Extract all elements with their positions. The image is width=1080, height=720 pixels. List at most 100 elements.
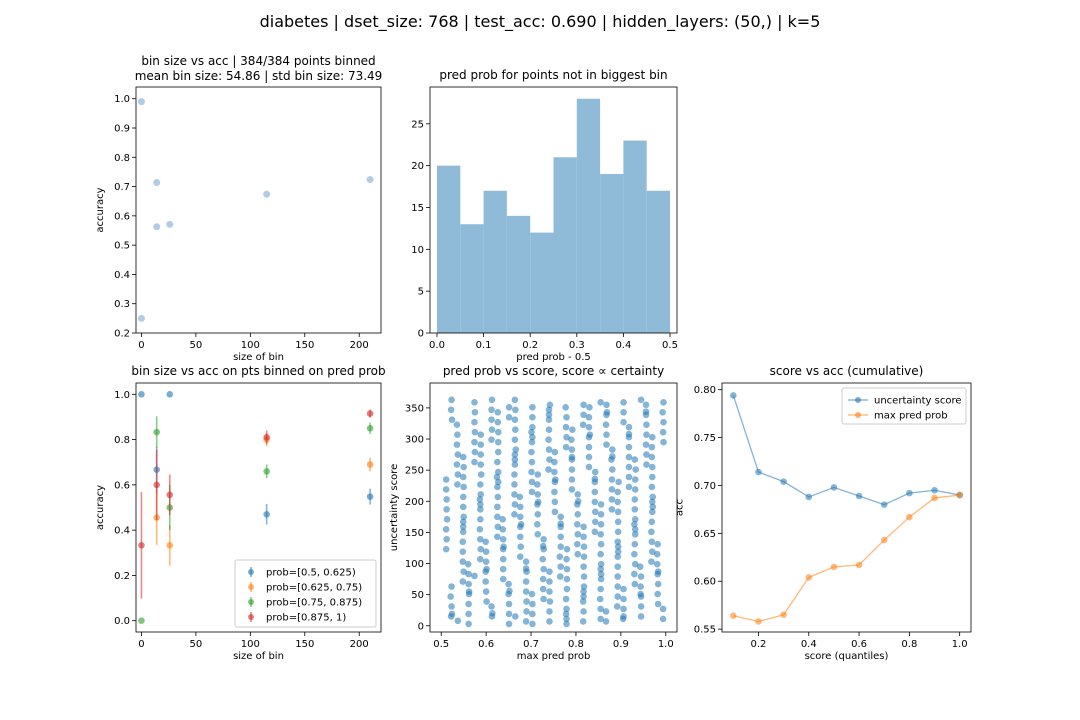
data-point xyxy=(585,463,593,471)
data-point xyxy=(574,540,581,548)
data-point xyxy=(464,560,472,568)
data-point xyxy=(637,603,645,610)
data-point xyxy=(562,610,570,618)
data-point xyxy=(447,406,455,414)
y-tick-label: 25 xyxy=(411,119,424,130)
data-point xyxy=(609,466,616,473)
data-point xyxy=(642,411,650,419)
data-point xyxy=(476,516,484,523)
y-tick-label: 0.5 xyxy=(114,241,130,252)
data-point xyxy=(649,473,656,481)
legend-marker xyxy=(855,397,861,403)
data-point xyxy=(557,533,564,541)
data-point xyxy=(597,550,604,558)
data-point xyxy=(659,605,667,613)
data-point xyxy=(522,618,530,625)
data-point xyxy=(625,473,633,481)
data-point xyxy=(523,598,530,605)
data-point xyxy=(597,585,604,593)
data-point xyxy=(511,456,519,463)
legend-label: prob=[0.5, 0.625) xyxy=(266,568,356,579)
data-point xyxy=(730,392,737,399)
data-point xyxy=(166,391,174,398)
y-tick-label: 0.65 xyxy=(694,529,716,540)
data-point xyxy=(653,550,661,558)
x-tick-label: 1.0 xyxy=(658,639,674,650)
data-point xyxy=(649,503,657,511)
data-point xyxy=(580,573,588,580)
data-point xyxy=(619,615,627,623)
data-point xyxy=(540,545,547,553)
data-point xyxy=(654,600,662,608)
data-point xyxy=(906,513,913,521)
data-point xyxy=(653,560,661,568)
data-point xyxy=(648,518,656,526)
data-point xyxy=(459,578,467,585)
data-point xyxy=(631,540,639,548)
x-tick-label: 200 xyxy=(350,340,369,351)
data-point xyxy=(579,421,587,429)
data-point xyxy=(648,443,656,451)
axes-frame xyxy=(429,86,678,334)
data-point xyxy=(637,593,645,600)
histogram-bar xyxy=(483,190,507,333)
data-point xyxy=(625,463,633,471)
data-point xyxy=(855,561,863,569)
data-point xyxy=(511,511,518,518)
x-tick-label: 0.6 xyxy=(851,639,867,650)
data-point xyxy=(602,421,610,429)
y-tick-label: 0.55 xyxy=(694,625,716,636)
data-point xyxy=(931,494,938,502)
data-point xyxy=(597,615,604,623)
y-tick-label: 10 xyxy=(411,245,424,256)
data-point xyxy=(648,483,656,491)
data-point xyxy=(591,468,599,476)
data-point xyxy=(880,501,888,508)
data-point xyxy=(522,578,530,585)
x-tick-label: 0.8 xyxy=(901,639,917,650)
data-point xyxy=(648,528,655,536)
axes-frame xyxy=(135,382,382,633)
data-point xyxy=(614,498,622,506)
data-point xyxy=(608,506,616,513)
data-point xyxy=(529,433,536,441)
data-point xyxy=(443,535,450,543)
data-point xyxy=(603,441,610,448)
data-point xyxy=(153,223,161,231)
data-point xyxy=(494,408,502,416)
data-point xyxy=(755,618,762,625)
y-axis-label: accuracy xyxy=(95,187,106,232)
y-tick-label: 100 xyxy=(405,559,424,570)
data-point xyxy=(603,431,610,438)
plot-area xyxy=(436,98,671,333)
data-point xyxy=(625,443,633,451)
data-point xyxy=(366,410,374,417)
data-point xyxy=(447,613,455,620)
data-point xyxy=(459,493,467,501)
data-point xyxy=(563,433,570,441)
data-point xyxy=(620,585,627,593)
data-point xyxy=(642,441,650,448)
data-point xyxy=(477,471,485,478)
data-point xyxy=(631,506,639,513)
plot-area xyxy=(442,396,667,628)
data-point xyxy=(471,458,478,466)
data-point xyxy=(551,488,558,496)
data-point xyxy=(643,421,650,429)
data-point xyxy=(460,463,467,471)
series-line xyxy=(733,494,960,623)
data-point xyxy=(637,583,644,590)
data-point xyxy=(476,535,484,543)
data-point xyxy=(459,453,467,461)
legend-frame xyxy=(234,559,377,628)
data-point xyxy=(366,424,374,432)
data-point xyxy=(482,568,489,575)
x-tick-label: 100 xyxy=(241,639,260,650)
data-point xyxy=(597,570,605,578)
data-point xyxy=(557,543,564,551)
data-point xyxy=(556,573,564,580)
data-point xyxy=(528,448,535,456)
data-point xyxy=(615,478,622,486)
plot-title: bin size vs acc | 384/384 points binned xyxy=(141,54,375,68)
